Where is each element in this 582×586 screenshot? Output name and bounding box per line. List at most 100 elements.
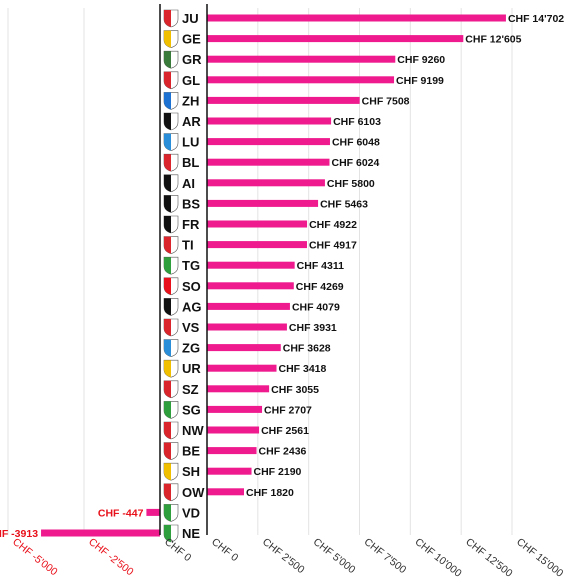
- bar-ge: [207, 35, 464, 43]
- bar-ju: [207, 14, 506, 22]
- data-label-ag: CHF 4079: [292, 301, 340, 313]
- ti-coat-of-arms-icon: [163, 236, 179, 254]
- category-label-bs: BS: [182, 196, 200, 211]
- data-label-sg: CHF 2707: [264, 404, 312, 416]
- data-label-gr: CHF 9260: [397, 54, 445, 66]
- bar-fr: [207, 220, 308, 228]
- bar-sg: [207, 405, 263, 413]
- x-tick-label: CHF 5'000: [311, 536, 358, 576]
- data-label-be: CHF 2436: [259, 446, 307, 458]
- data-label-tg: CHF 4311: [297, 260, 344, 272]
- bar-bs: [207, 199, 319, 207]
- data-label-fr: CHF 4922: [309, 219, 357, 231]
- data-label-nw: CHF 2561: [261, 425, 309, 437]
- x-tick-label: CHF 0: [209, 536, 240, 564]
- data-label-bs: CHF 5463: [320, 198, 368, 210]
- category-label-vs: VS: [182, 320, 200, 335]
- bar-ne: [41, 529, 160, 537]
- data-label-ne: CHF -3913: [0, 528, 38, 540]
- bar-ag: [207, 302, 290, 310]
- category-label-ti: TI: [182, 238, 194, 253]
- ge-coat-of-arms-icon: [163, 30, 179, 48]
- bar-so: [207, 282, 294, 290]
- category-label-ne: NE: [182, 526, 200, 541]
- category-label-ur: UR: [182, 361, 201, 376]
- category-label-tg: TG: [182, 258, 200, 273]
- sh-coat-of-arms-icon: [163, 462, 179, 481]
- zg-coat-of-arms-icon: [163, 339, 179, 357]
- bar-ai: [207, 179, 325, 187]
- data-label-bl: CHF 6024: [331, 157, 379, 169]
- bar-ar: [207, 117, 332, 125]
- data-label-ai: CHF 5800: [327, 178, 375, 190]
- data-label-ti: CHF 4917: [309, 240, 357, 252]
- bs-coat-of-arms-icon: [163, 195, 179, 213]
- tg-coat-of-arms-icon: [163, 256, 179, 275]
- category-label-vd: VD: [182, 505, 200, 520]
- ne-coat-of-arms-icon: [163, 524, 179, 543]
- x-tick-label: CHF 2'500: [260, 536, 307, 576]
- data-label-so: CHF 4269: [296, 281, 344, 293]
- fr-coat-of-arms-icon: [163, 215, 179, 234]
- category-label-nw: NW: [182, 423, 204, 438]
- bar-nw: [207, 426, 260, 434]
- bar-ti: [207, 241, 307, 249]
- category-label-ju: JU: [182, 11, 199, 26]
- vs-coat-of-arms-icon: [163, 318, 179, 337]
- category-label-fr: FR: [182, 217, 200, 232]
- x-tick-label: CHF 15'000: [514, 536, 565, 580]
- category-label-zh: ZH: [182, 93, 199, 108]
- data-label-sz: CHF 3055: [271, 384, 319, 396]
- bar-gl: [207, 76, 395, 84]
- axes: [159, 4, 208, 535]
- ar-coat-of-arms-icon: [163, 112, 179, 131]
- bar-tg: [207, 261, 295, 269]
- category-label-ag: AG: [182, 299, 202, 314]
- data-label-zg: CHF 3628: [283, 343, 331, 355]
- bars: CHF 14'702 CHF 12'605 CHF 9260 CHF 9199 CHF …: [0, 13, 564, 540]
- gr-coat-of-arms-icon: [163, 50, 179, 69]
- data-label-vs: CHF 3931: [289, 322, 337, 334]
- grid-lines: [7, 8, 513, 535]
- ur-coat-of-arms-icon: [163, 359, 179, 378]
- ow-coat-of-arms-icon: [163, 483, 179, 502]
- data-label-ar: CHF 6103: [333, 116, 381, 128]
- data-label-lu: CHF 6048: [332, 137, 380, 149]
- category-label-gr: GR: [182, 52, 202, 67]
- gl-coat-of-arms-icon: [163, 71, 179, 90]
- x-tick-label: CHF 10'000: [412, 536, 463, 580]
- data-label-ow: CHF 1820: [246, 487, 294, 499]
- category-label-ow: OW: [182, 485, 205, 500]
- category-label-zg: ZG: [182, 341, 200, 356]
- category-label-ge: GE: [182, 32, 201, 47]
- category-label-so: SO: [182, 279, 201, 294]
- data-label-ju: CHF 14'702: [508, 13, 564, 25]
- bar-ur: [207, 364, 277, 372]
- bar-sh: [207, 467, 252, 475]
- bar-gr: [207, 55, 396, 63]
- category-rows: JU GE GR GL ZH AR LU BL AI BS FR TI TG SO AG VS ZG UR SZ SG…: [163, 9, 205, 543]
- category-label-ar: AR: [182, 114, 201, 129]
- x-tick-label: CHF 7'500: [362, 536, 409, 576]
- data-label-ge: CHF 12'605: [465, 34, 521, 46]
- bl-coat-of-arms-icon: [163, 153, 179, 172]
- bar-lu: [207, 138, 330, 146]
- bar-be: [207, 447, 257, 455]
- x-tick-label-negative: CHF -5'000: [10, 536, 60, 578]
- bar-vs: [207, 323, 287, 331]
- category-label-ai: AI: [182, 176, 195, 191]
- vd-coat-of-arms-icon: [163, 504, 179, 522]
- x-tick-label: CHF 12'500: [463, 536, 514, 580]
- ag-coat-of-arms-icon: [163, 298, 179, 316]
- x-tick-labels: CHF -5'000 CHF -2'500 CHF 0 CHF 0 CHF 2'500 C…: [10, 536, 565, 580]
- category-label-lu: LU: [182, 135, 199, 150]
- sg-coat-of-arms-icon: [163, 401, 179, 419]
- bar-bl: [207, 158, 330, 166]
- data-label-ur: CHF 3418: [278, 363, 326, 375]
- bar-ow: [207, 488, 245, 496]
- bar-sz: [207, 385, 270, 393]
- data-label-gl: CHF 9199: [396, 75, 444, 87]
- category-label-bl: BL: [182, 155, 199, 170]
- so-coat-of-arms-icon: [163, 277, 179, 296]
